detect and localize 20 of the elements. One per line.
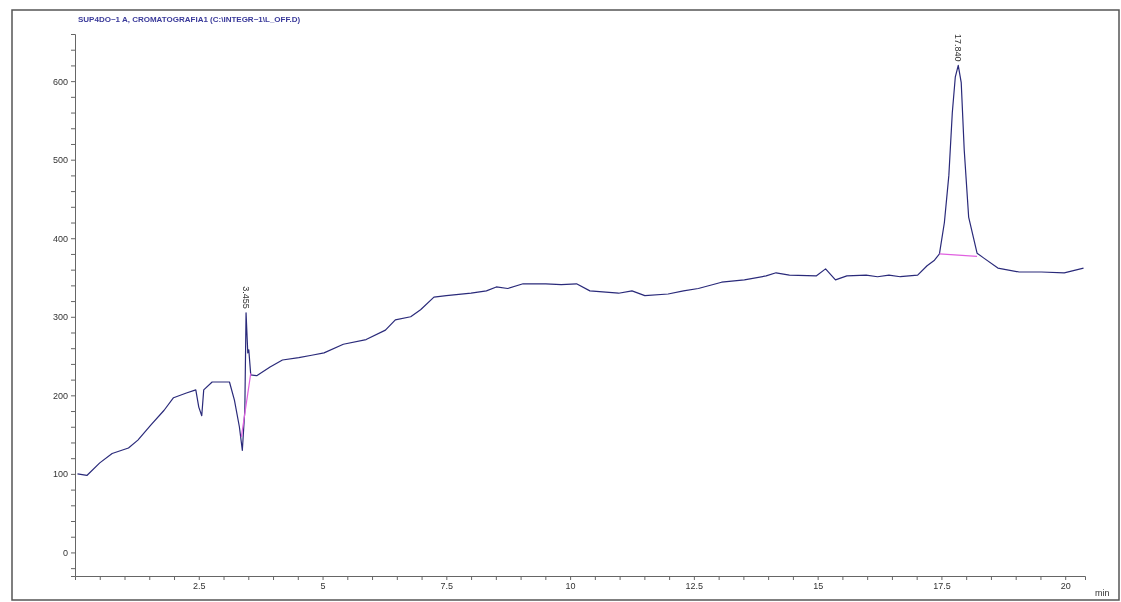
annotation: 3.455 xyxy=(241,286,252,309)
x-tick-label: 10 xyxy=(565,581,576,592)
x-tick-label: 17.5 xyxy=(933,581,951,592)
line-series xyxy=(76,64,1085,477)
x-tick-label: 2.5 xyxy=(193,581,206,592)
y-tick-label: 300 xyxy=(52,312,68,323)
x-tick-label: 7.5 xyxy=(440,581,454,592)
y-tick-label: 500 xyxy=(52,155,68,166)
y-tick-label: 0 xyxy=(62,547,68,558)
y-tick-label: 100 xyxy=(52,469,68,480)
chart-title: SUP4DO~1 A, CROMATOGRAFIA1 (C:\INTEGR~1\L_OFF.D) xyxy=(78,15,301,24)
annotation: 17.840 xyxy=(953,33,964,62)
y-tick-label: 200 xyxy=(52,390,68,401)
x-tick-label: 5 xyxy=(320,581,326,592)
x-tick-label: 12.5 xyxy=(685,581,704,592)
y-tick-label: 400 xyxy=(52,233,68,244)
x-tick-label: 20 xyxy=(1060,581,1071,592)
y-tick-label: 600 xyxy=(52,76,68,87)
x-tick-label: 15 xyxy=(813,581,824,592)
x-axis-title: min xyxy=(1095,588,1110,598)
